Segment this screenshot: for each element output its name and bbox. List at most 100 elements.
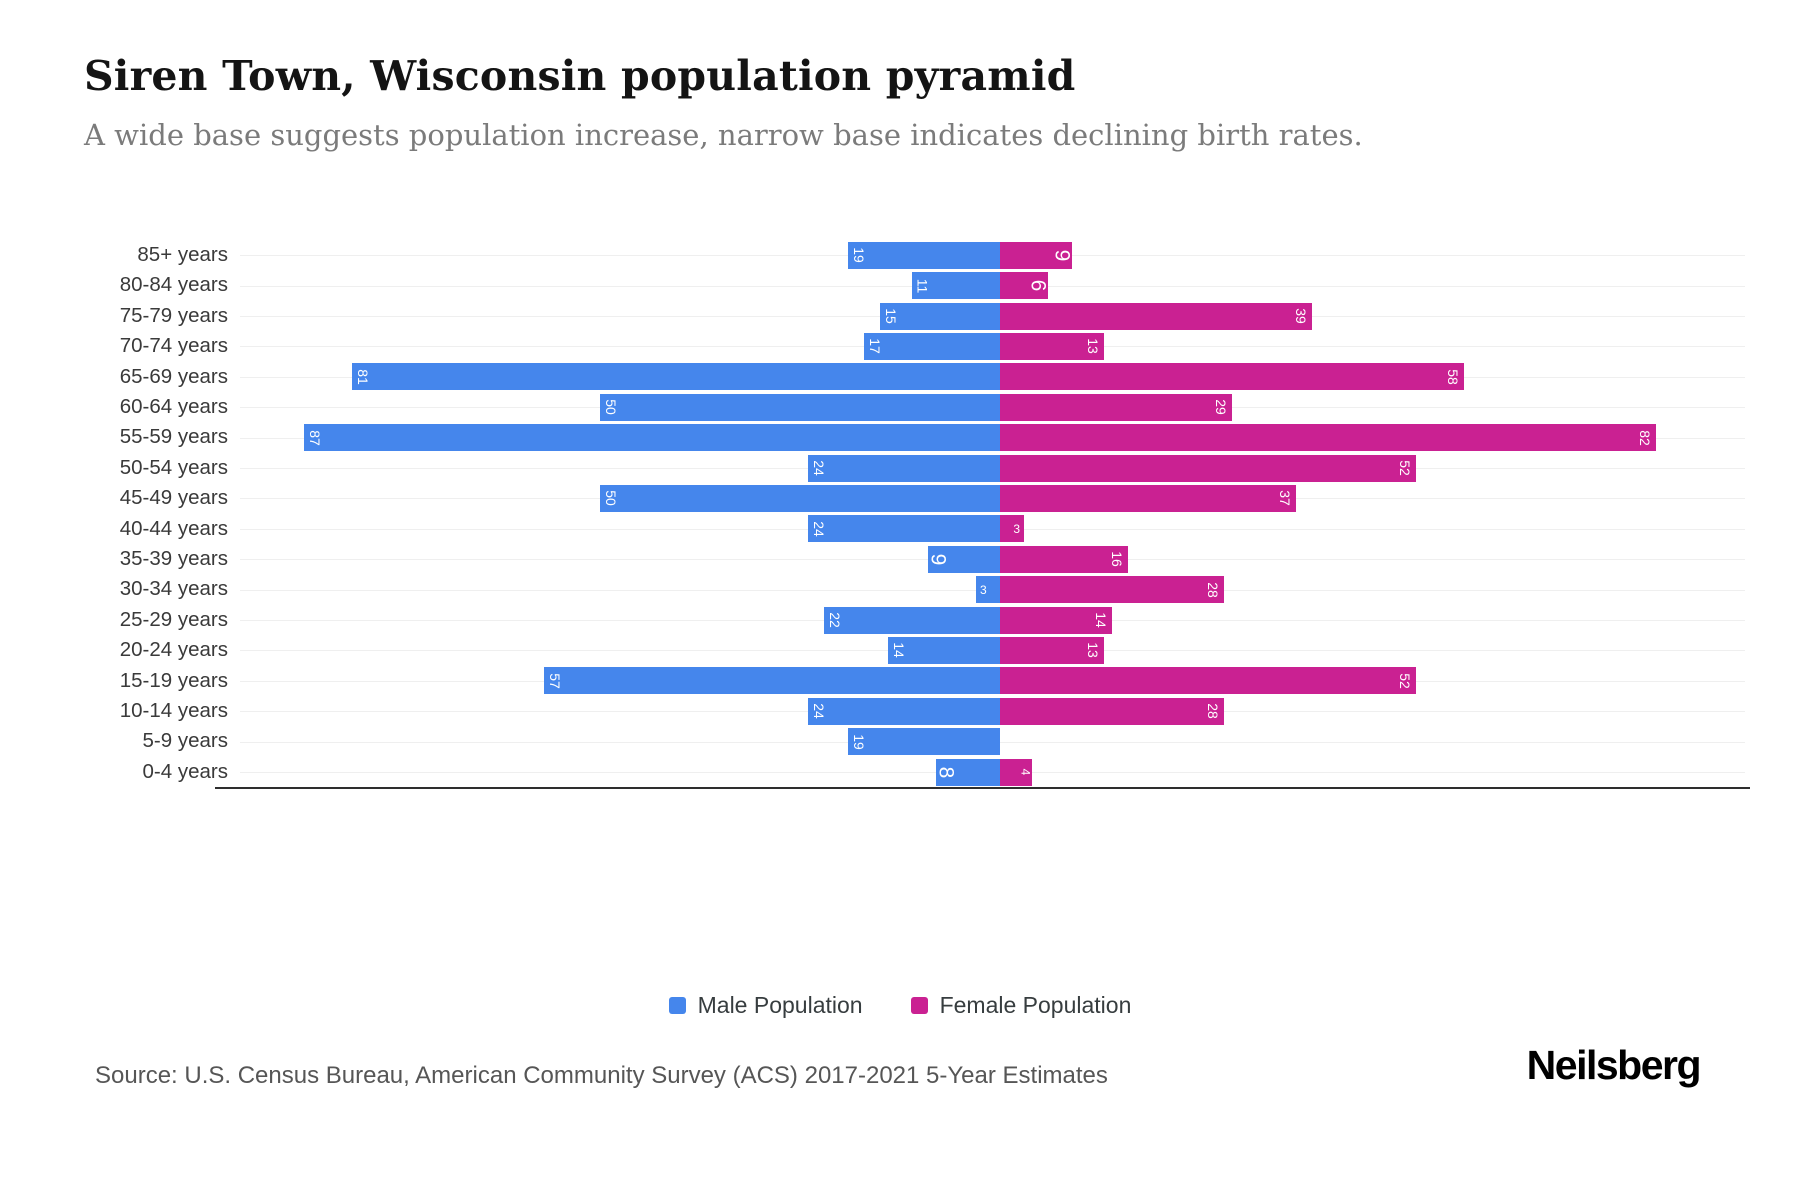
age-label: 25-29 years — [119, 607, 228, 631]
bar-value-label: 81 — [354, 369, 371, 385]
male-bar: 24 — [808, 454, 1000, 482]
female-bar: 28 — [1000, 576, 1224, 604]
plot-area: 19 9 11 6 15 39 17 13 81 58 50 29 87 82 24 52 50 37 24 3 9 16… — [240, 240, 1775, 788]
bar-value-label: 19 — [850, 733, 867, 750]
page-subtitle: A wide base suggests population increase… — [84, 118, 1363, 152]
male-bar: 50 — [600, 393, 1000, 421]
male-bar: 87 — [304, 424, 1000, 452]
bar-value-label: 9 — [926, 553, 950, 566]
age-label: 45-49 years — [119, 486, 228, 510]
age-label: 65-69 years — [119, 364, 228, 388]
age-label: 30-34 years — [119, 577, 228, 601]
bar-value-label: 4 — [1018, 768, 1033, 776]
bar-value-label: 50 — [602, 399, 619, 415]
female-bar: 28 — [1000, 697, 1224, 725]
age-axis: 85+ years 80-84 years 75-79 years 70-74 yea… — [0, 240, 228, 788]
bar-value-label: 57 — [546, 673, 563, 689]
male-bar: 9 — [926, 545, 1000, 573]
age-label: 70-74 years — [119, 334, 228, 358]
female-bar: 4 — [1000, 758, 1033, 786]
bar-value-label: 9 — [1050, 249, 1074, 262]
male-bar: 22 — [824, 606, 1000, 634]
female-bar: 3 — [1000, 515, 1024, 543]
bar-value-label: 87 — [306, 429, 323, 446]
male-bar: 50 — [600, 484, 1000, 512]
age-label: 85+ years — [137, 243, 228, 266]
bar-value-label: 8 — [934, 766, 958, 778]
age-label: 80-84 years — [119, 273, 228, 297]
female-bar: 39 — [1000, 302, 1312, 330]
female-bar: 6 — [1000, 272, 1050, 300]
age-label: 20-24 years — [119, 638, 228, 662]
bar-value-label: 29 — [1213, 399, 1230, 415]
bar-value-label: 58 — [1445, 369, 1462, 385]
female-bar: 16 — [1000, 545, 1128, 573]
bar-value-label: 82 — [1637, 429, 1654, 446]
bar-value-label: 22 — [826, 612, 843, 628]
bar-value-label: 28 — [1205, 703, 1222, 719]
male-bar: 11 — [912, 272, 1000, 300]
age-label: 15-19 years — [119, 668, 228, 692]
female-bar: 13 — [1000, 636, 1104, 664]
bar-value-label: 17 — [866, 338, 883, 355]
bar-value-label: 37 — [1277, 490, 1294, 507]
female-bar: 14 — [1000, 606, 1112, 634]
bar-value-label: 15 — [882, 308, 899, 324]
age-label: 75-79 years — [119, 303, 228, 327]
female-swatch-icon — [910, 997, 928, 1014]
bar-value-label: 24 — [810, 703, 827, 719]
pyramid-chart: 85+ years 80-84 years 75-79 years 70-74 yea… — [0, 240, 1800, 788]
bar-value-label: 39 — [1293, 308, 1310, 324]
female-bar: 58 — [1000, 363, 1464, 391]
male-bar: 19 — [848, 728, 1000, 756]
male-bar: 81 — [352, 363, 1000, 391]
male-bar: 14 — [888, 636, 1000, 664]
bar-value-label: 52 — [1397, 460, 1414, 476]
female-bar: 52 — [1000, 667, 1416, 695]
bar-value-label: 13 — [1085, 642, 1102, 659]
bar-value-label: 28 — [1205, 581, 1222, 598]
bar-value-label: 11 — [914, 278, 931, 293]
bar-value-label: 19 — [850, 247, 867, 263]
bar-value-label: 16 — [1109, 551, 1126, 567]
age-label: 50-54 years — [119, 455, 228, 479]
bar-value-label: 14 — [1093, 612, 1110, 628]
female-bar: 37 — [1000, 484, 1296, 512]
bar-value-label: 50 — [602, 490, 619, 507]
bar-value-label: 6 — [1026, 279, 1050, 292]
male-bar: 17 — [864, 332, 1000, 360]
female-bar: 29 — [1000, 393, 1232, 421]
legend-item-female[interactable]: Female Population — [910, 992, 1132, 1019]
male-bar: 57 — [544, 667, 1000, 695]
bar-value-label: 3 — [980, 582, 987, 597]
legend-female-label: Female Population — [939, 992, 1132, 1018]
age-label: 0-4 years — [142, 759, 228, 783]
age-label: 60-64 years — [119, 395, 228, 418]
male-swatch-icon — [668, 997, 686, 1014]
female-bar: 13 — [1000, 332, 1104, 360]
bar-value-label: 24 — [810, 460, 827, 476]
x-axis-line — [215, 787, 1750, 789]
age-label: 35-39 years — [119, 547, 228, 570]
brand-logo: Neilsberg — [1526, 1042, 1702, 1088]
bar-value-label: 24 — [810, 521, 827, 537]
bar-value-label: 13 — [1085, 338, 1102, 355]
male-bar: 8 — [934, 758, 1000, 786]
legend: Male Population Female Population — [0, 992, 1800, 1019]
age-label: 40-44 years — [119, 516, 228, 540]
legend-item-male[interactable]: Male Population — [668, 992, 863, 1019]
page-title: Siren Town, Wisconsin population pyramid — [84, 52, 1076, 100]
source-note: Source: U.S. Census Bureau, American Com… — [95, 1062, 1108, 1089]
bar-value-label: 52 — [1397, 673, 1414, 689]
male-bar: 24 — [808, 515, 1000, 543]
female-bar: 9 — [1000, 241, 1074, 269]
age-label: 55-59 years — [119, 425, 228, 449]
age-label: 10-14 years — [119, 699, 228, 722]
legend-male-label: Male Population — [697, 992, 863, 1018]
female-bar: 82 — [1000, 424, 1656, 452]
male-bar: 3 — [976, 576, 1000, 604]
female-bar: 52 — [1000, 454, 1416, 482]
male-bar: 15 — [880, 302, 1000, 330]
bar-value-label: 14 — [890, 642, 907, 659]
